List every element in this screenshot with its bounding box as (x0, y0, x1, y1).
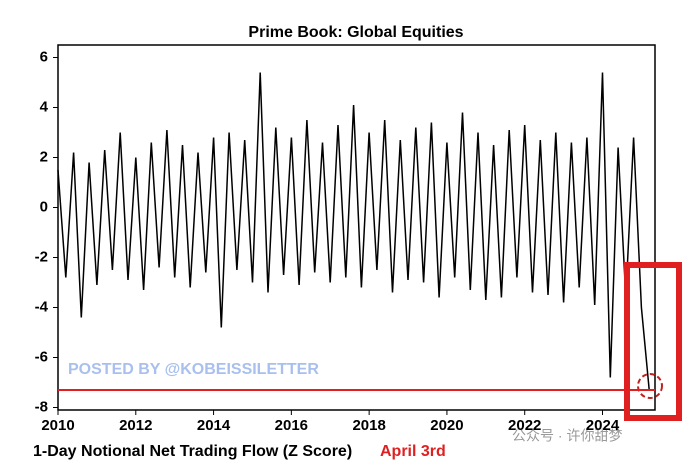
x-tick-label: 2018 (352, 417, 385, 434)
x-tick-label: 2010 (41, 417, 74, 434)
highlight-box (624, 262, 682, 421)
y-tick-label: 0 (40, 198, 48, 215)
y-tick-label: 4 (40, 98, 49, 115)
x-tick-label: 2020 (430, 417, 463, 434)
watermark-2: 公众号 · 许你甜梦 (512, 428, 622, 444)
caption: 1-Day Notional Net Trading Flow (Z Score… (33, 443, 352, 460)
y-tick-label: -4 (35, 298, 49, 315)
y-tick-label: -6 (35, 348, 48, 365)
y-tick-label: -2 (35, 248, 48, 265)
x-tick-label: 2024 (586, 417, 620, 434)
highlight-circle (637, 373, 663, 399)
series-line (57, 72, 650, 391)
y-tick-label: 2 (40, 148, 48, 165)
x-tick-label: 2014 (197, 417, 231, 434)
x-tick-label: 2022 (508, 417, 541, 434)
watermark: POSTED BY @KOBEISSILETTER (68, 361, 319, 378)
y-tick-label: 6 (40, 48, 48, 65)
chart-title: Prime Book: Global Equities (248, 24, 463, 41)
plot-frame (57, 44, 656, 411)
y-tick-label: -8 (35, 398, 48, 415)
x-tick-label: 2012 (119, 417, 152, 434)
x-tick-label: 2016 (275, 417, 308, 434)
annotation: April 3rd (380, 443, 446, 460)
plot-area (57, 72, 650, 391)
